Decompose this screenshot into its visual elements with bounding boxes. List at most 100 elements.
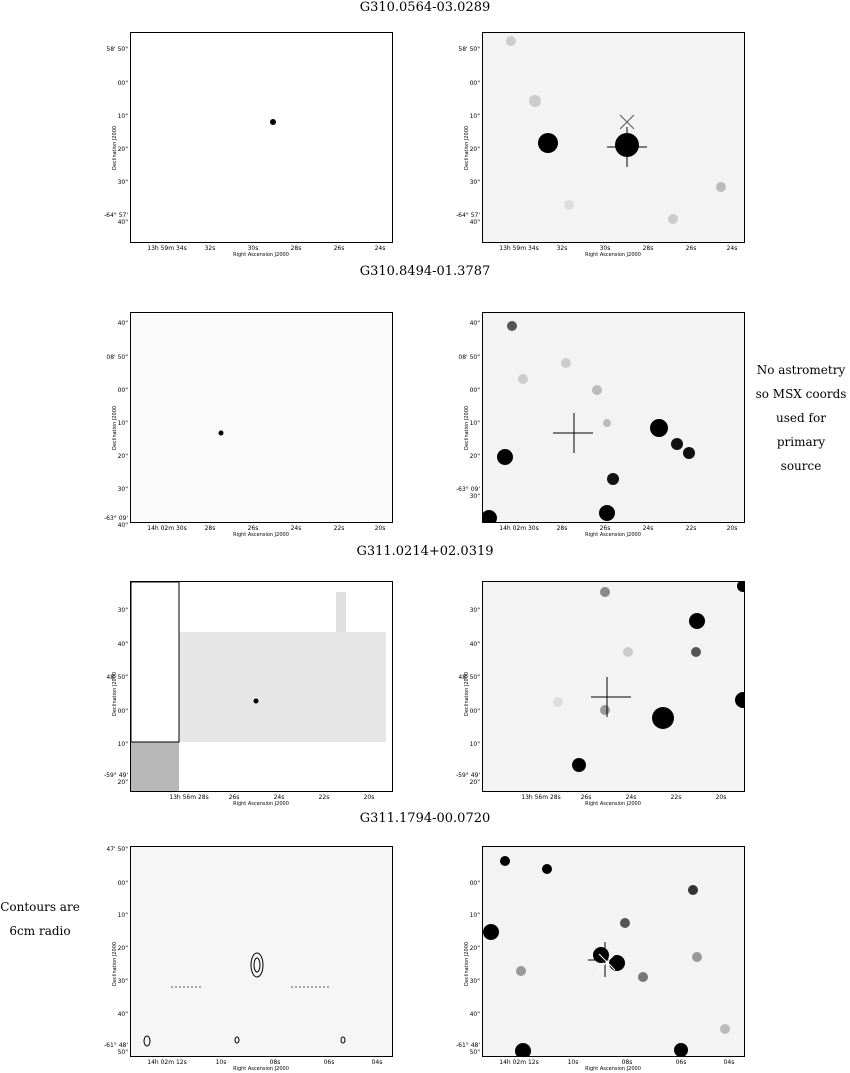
ytick: -61° 48' 50" [104,1042,128,1056]
figure-title-3: G311.0214+02.0319 [356,544,494,559]
xtick: 32s [204,245,216,252]
left-image-3-canvas [131,582,386,791]
ytick: 00" [117,708,128,715]
ytick: 10" [117,912,128,919]
ytick: 40" [469,1011,480,1018]
xtick: 30s [247,245,259,252]
ytick: 48' 50" [106,674,128,681]
ytick: 20" [469,146,480,153]
xtick: 10s [567,1059,579,1066]
ytick: 30" [117,486,128,493]
left-image-2-canvas [218,430,224,436]
xtick: 30s [599,245,611,252]
ylabel-left-2: Declination J2000 [112,405,118,450]
xtick: 22s [685,525,697,532]
ytick: 00" [469,80,480,87]
xlabel-left-4: Right Ascension J2000 [233,1066,289,1072]
xlabel-right-3: Right Ascension J2000 [585,801,641,807]
xtick: 24s [374,245,386,252]
left-image-4-canvas [143,952,346,1047]
ytick: 20" [469,945,480,952]
ytick: 00" [469,880,480,887]
ytick: 10" [117,420,128,427]
xtick: 13h 56m 28s [169,794,209,801]
xtick: 13h 59m 34s [499,245,539,252]
xtick: 08s [621,1059,633,1066]
right-image-2-canvas [483,321,695,522]
xtick: 14h 02m 30s [499,525,539,532]
astrometry-note: No astrometry so MSX coords used for pri… [752,358,850,478]
figure-title-2: G310.8494-01.3787 [359,264,491,279]
ytick: 10" [469,420,480,427]
ytick: -59° 49' 20" [104,772,128,786]
ytick: 58' 50" [458,46,480,53]
ytick: 20" [117,945,128,952]
xtick: 20s [363,794,375,801]
note-line: so MSX coords [755,387,847,401]
note-line: used for primary [776,411,826,449]
ytick: -59° 49' 20" [456,772,480,786]
right-image-1-canvas [506,36,726,224]
xtick: 10s [215,1059,227,1066]
xtick: 24s [290,525,302,532]
xtick: 22s [318,794,330,801]
right-image-2 [482,312,745,523]
xtick: 26s [333,245,345,252]
xtick: 24s [273,794,285,801]
ytick: 00" [117,80,128,87]
xtick: 26s [599,525,611,532]
ytick: 30" [469,978,480,985]
ytick: 08' 50" [458,354,480,361]
left-image-2 [130,312,393,523]
xtick: 20s [726,525,738,532]
xtick: 14h 02m 30s [147,525,187,532]
xtick: 32s [556,245,568,252]
source-dot [253,698,259,704]
xtick: 26s [247,525,259,532]
xtick: 26s [685,245,697,252]
figure-title-4: G311.1794-00.0720 [359,811,491,826]
xlabel-left-3: Right Ascension J2000 [233,801,289,807]
xtick: 06s [323,1059,335,1066]
ytick: 40" [117,1011,128,1018]
ytick: 00" [469,387,480,394]
ytick: 08' 50" [106,354,128,361]
ytick: 00" [469,708,480,715]
xtick: 26s [580,794,592,801]
source-dot [270,119,276,125]
right-image-3-canvas [553,582,744,772]
ytick: -63° 09' 30" [456,486,480,500]
ytick: 58' 50" [106,46,128,53]
xtick: 06s [675,1059,687,1066]
xlabel-right-1: Right Ascension J2000 [585,252,641,258]
right-image-4 [482,846,745,1057]
note-line: No astrometry [756,363,846,377]
ytick: 10" [469,741,480,748]
xtick: 14h 02m 12s [147,1059,187,1066]
xtick: 28s [642,245,654,252]
right-image-3 [482,581,745,792]
note-line: source [780,459,822,473]
ytick: 10" [469,113,480,120]
ytick: -63° 09' 40" [104,515,128,529]
ytick: 20" [117,453,128,460]
xtick: 04s [371,1059,383,1066]
ytick: -64° 57' 40" [456,212,480,226]
ytick: -61° 48' 50" [456,1042,480,1056]
xlabel-left-2: Right Ascension J2000 [233,532,289,538]
ytick: 30" [469,607,480,614]
ytick: 40" [469,641,480,648]
xlabel-left-1: Right Ascension J2000 [233,252,289,258]
ytick: 30" [117,978,128,985]
xtick: 13h 59m 34s [147,245,187,252]
ytick: 30" [117,607,128,614]
ytick: 40" [117,641,128,648]
xlabel-right-2: Right Ascension J2000 [585,532,641,538]
xtick: 20s [715,794,727,801]
ytick: 40" [117,320,128,327]
ytick: 48' 50" [458,674,480,681]
xtick: 24s [625,794,637,801]
xtick: 28s [204,525,216,532]
note-line: Contours are [0,900,80,914]
left-image-1 [130,32,393,243]
